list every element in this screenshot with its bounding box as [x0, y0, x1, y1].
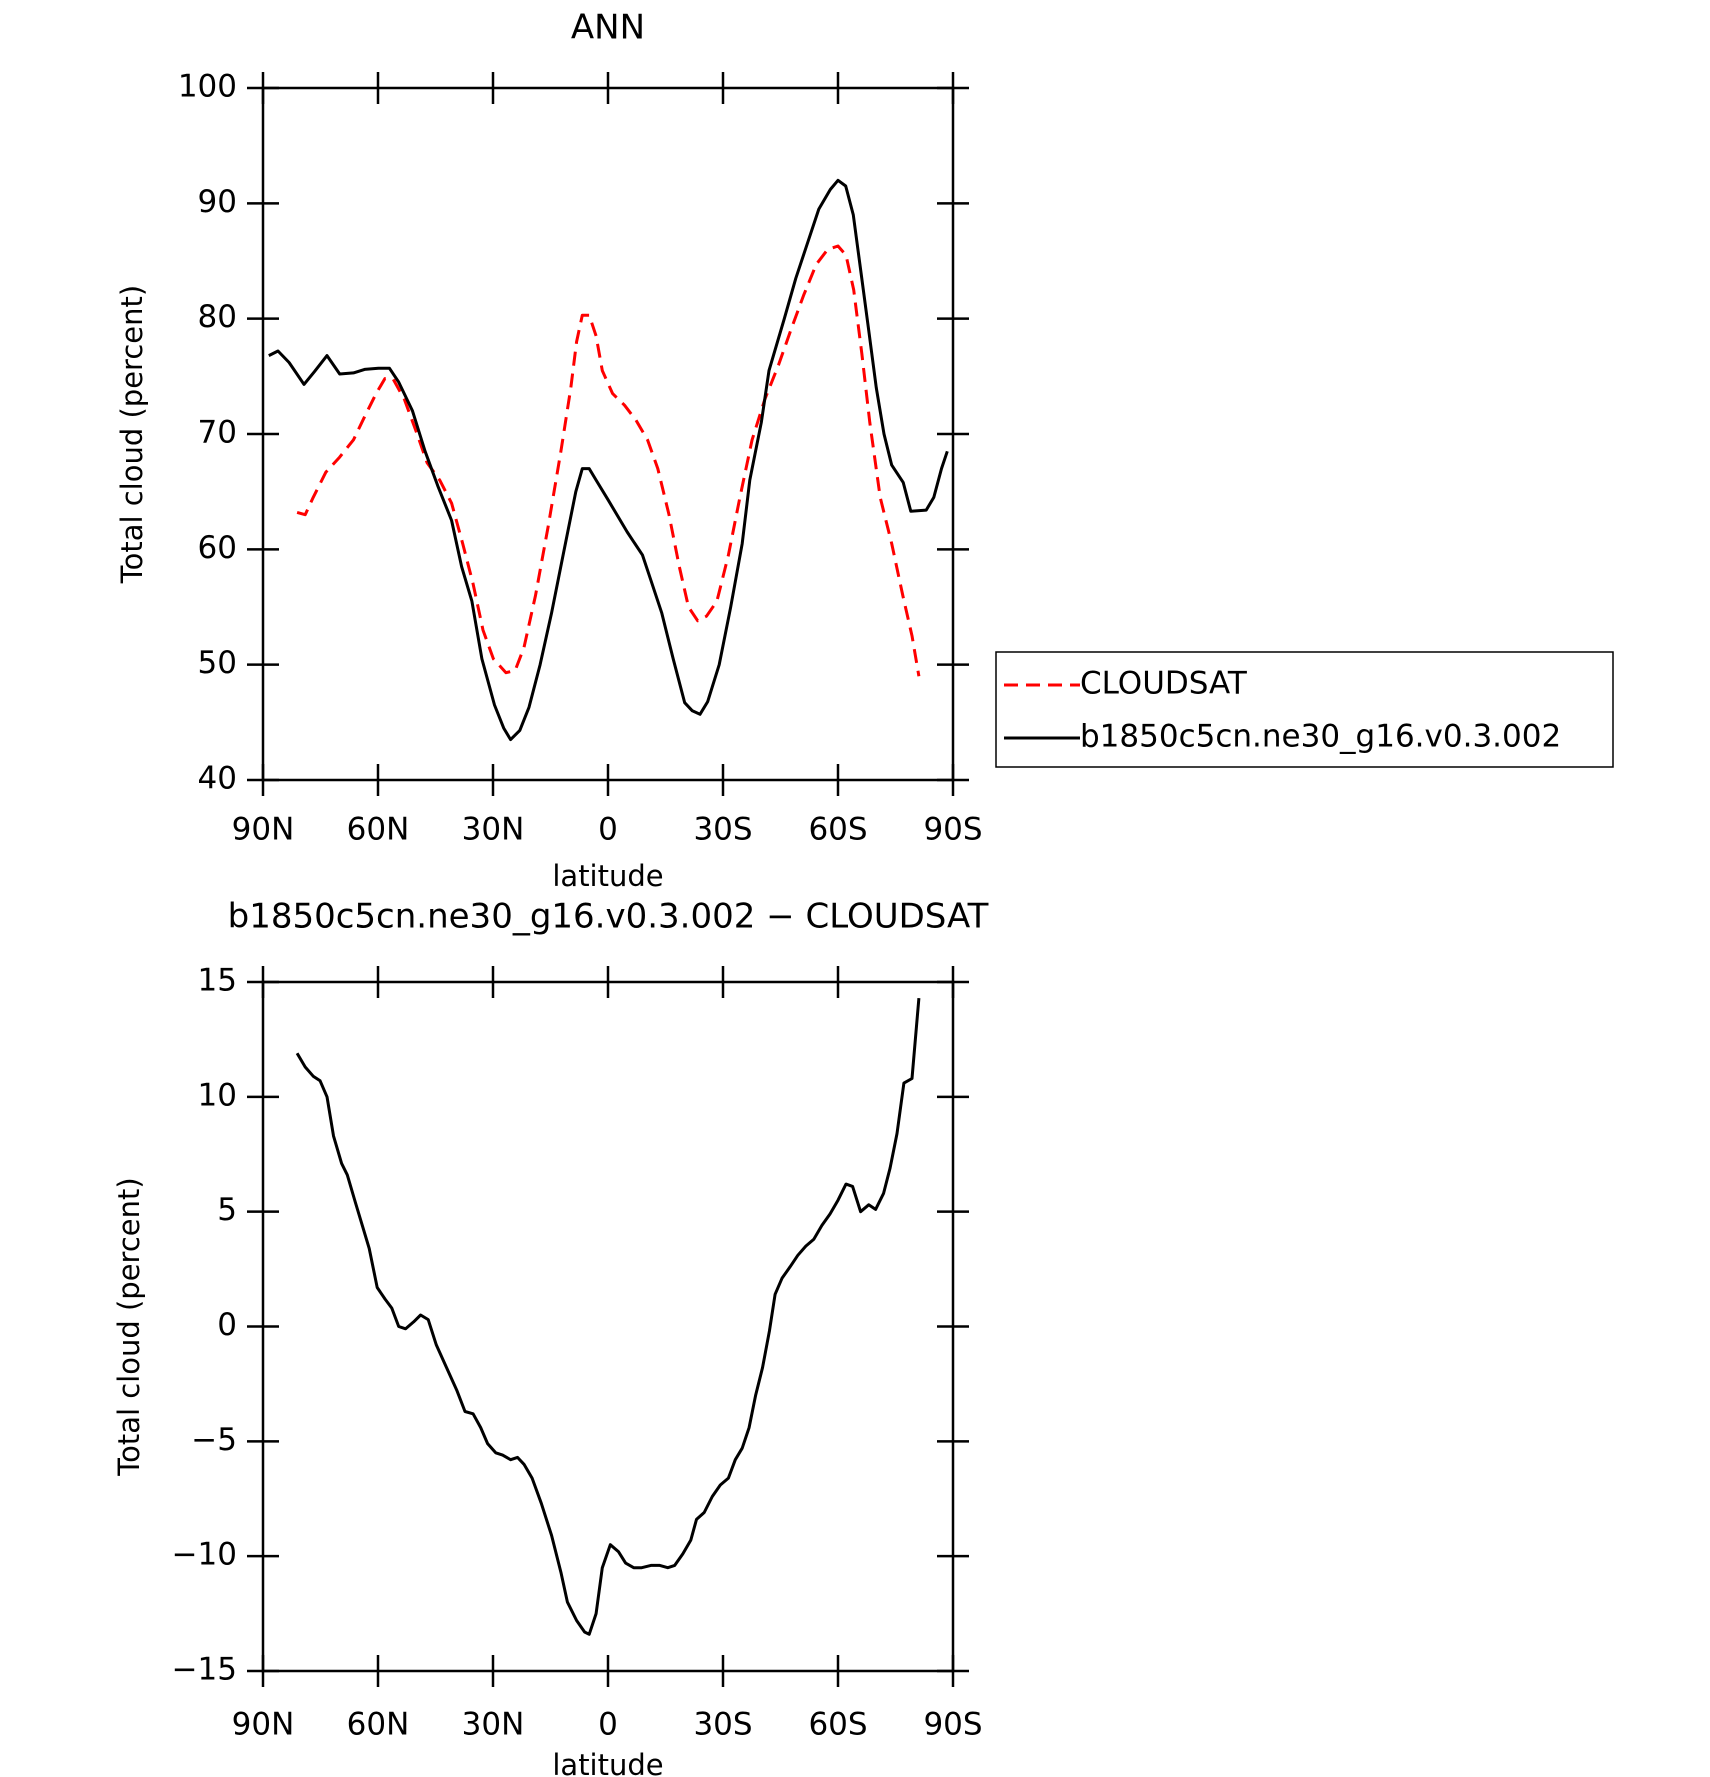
x-tick-label: 60S [808, 1707, 867, 1743]
y-tick-label: 100 [178, 69, 237, 105]
legend-label: b1850c5cn.ne30_g16.v0.3.002 [1080, 719, 1561, 755]
chart-title: b1850c5cn.ne30_g16.v0.3.002 − CLOUDSAT [228, 897, 989, 937]
y-tick-label: 5 [217, 1192, 237, 1228]
series-line [296, 244, 921, 677]
plot-frame [261, 86, 955, 782]
y-tick-label: 90 [198, 184, 237, 220]
y-tick-label: 15 [198, 963, 237, 999]
x-tick-label: 60S [808, 812, 867, 848]
y-tick-label: −5 [191, 1422, 237, 1458]
y-tick-label: 80 [198, 299, 237, 335]
y-tick-label: −10 [172, 1537, 237, 1573]
plot-frame [261, 980, 955, 1673]
y-tick-label: 60 [198, 530, 237, 566]
y-axis-title: Total cloud (percent) [112, 1177, 146, 1476]
x-tick-label: 60N [347, 1707, 410, 1743]
x-tick-label: 30N [462, 812, 525, 848]
series-line [268, 178, 949, 742]
x-tick-label: 90S [923, 812, 982, 848]
legend-label: CLOUDSAT [1080, 666, 1248, 702]
y-tick-label: 10 [198, 1077, 237, 1113]
y-tick-label: 0 [217, 1307, 237, 1343]
y-tick-label: 70 [198, 415, 237, 451]
x-tick-label: 90N [232, 1707, 295, 1743]
x-axis-title: latitude [552, 1748, 663, 1777]
x-tick-label: 30S [693, 812, 752, 848]
x-tick-label: 90N [232, 812, 295, 848]
x-tick-label: 30N [462, 1707, 525, 1743]
x-axis-title: latitude [552, 859, 663, 893]
series-line [295, 997, 921, 1636]
y-tick-label: 40 [198, 761, 237, 797]
x-tick-label: 30S [693, 1707, 752, 1743]
y-tick-label: −15 [172, 1652, 237, 1688]
legend-box [995, 651, 1614, 768]
x-tick-label: 0 [598, 1707, 618, 1743]
x-tick-label: 90S [923, 1707, 982, 1743]
x-tick-label: 60N [347, 812, 410, 848]
y-axis-title: Total cloud (percent) [115, 285, 149, 584]
x-tick-label: 0 [598, 812, 618, 848]
chart-title: ANN [571, 8, 645, 48]
y-tick-label: 50 [198, 645, 237, 681]
